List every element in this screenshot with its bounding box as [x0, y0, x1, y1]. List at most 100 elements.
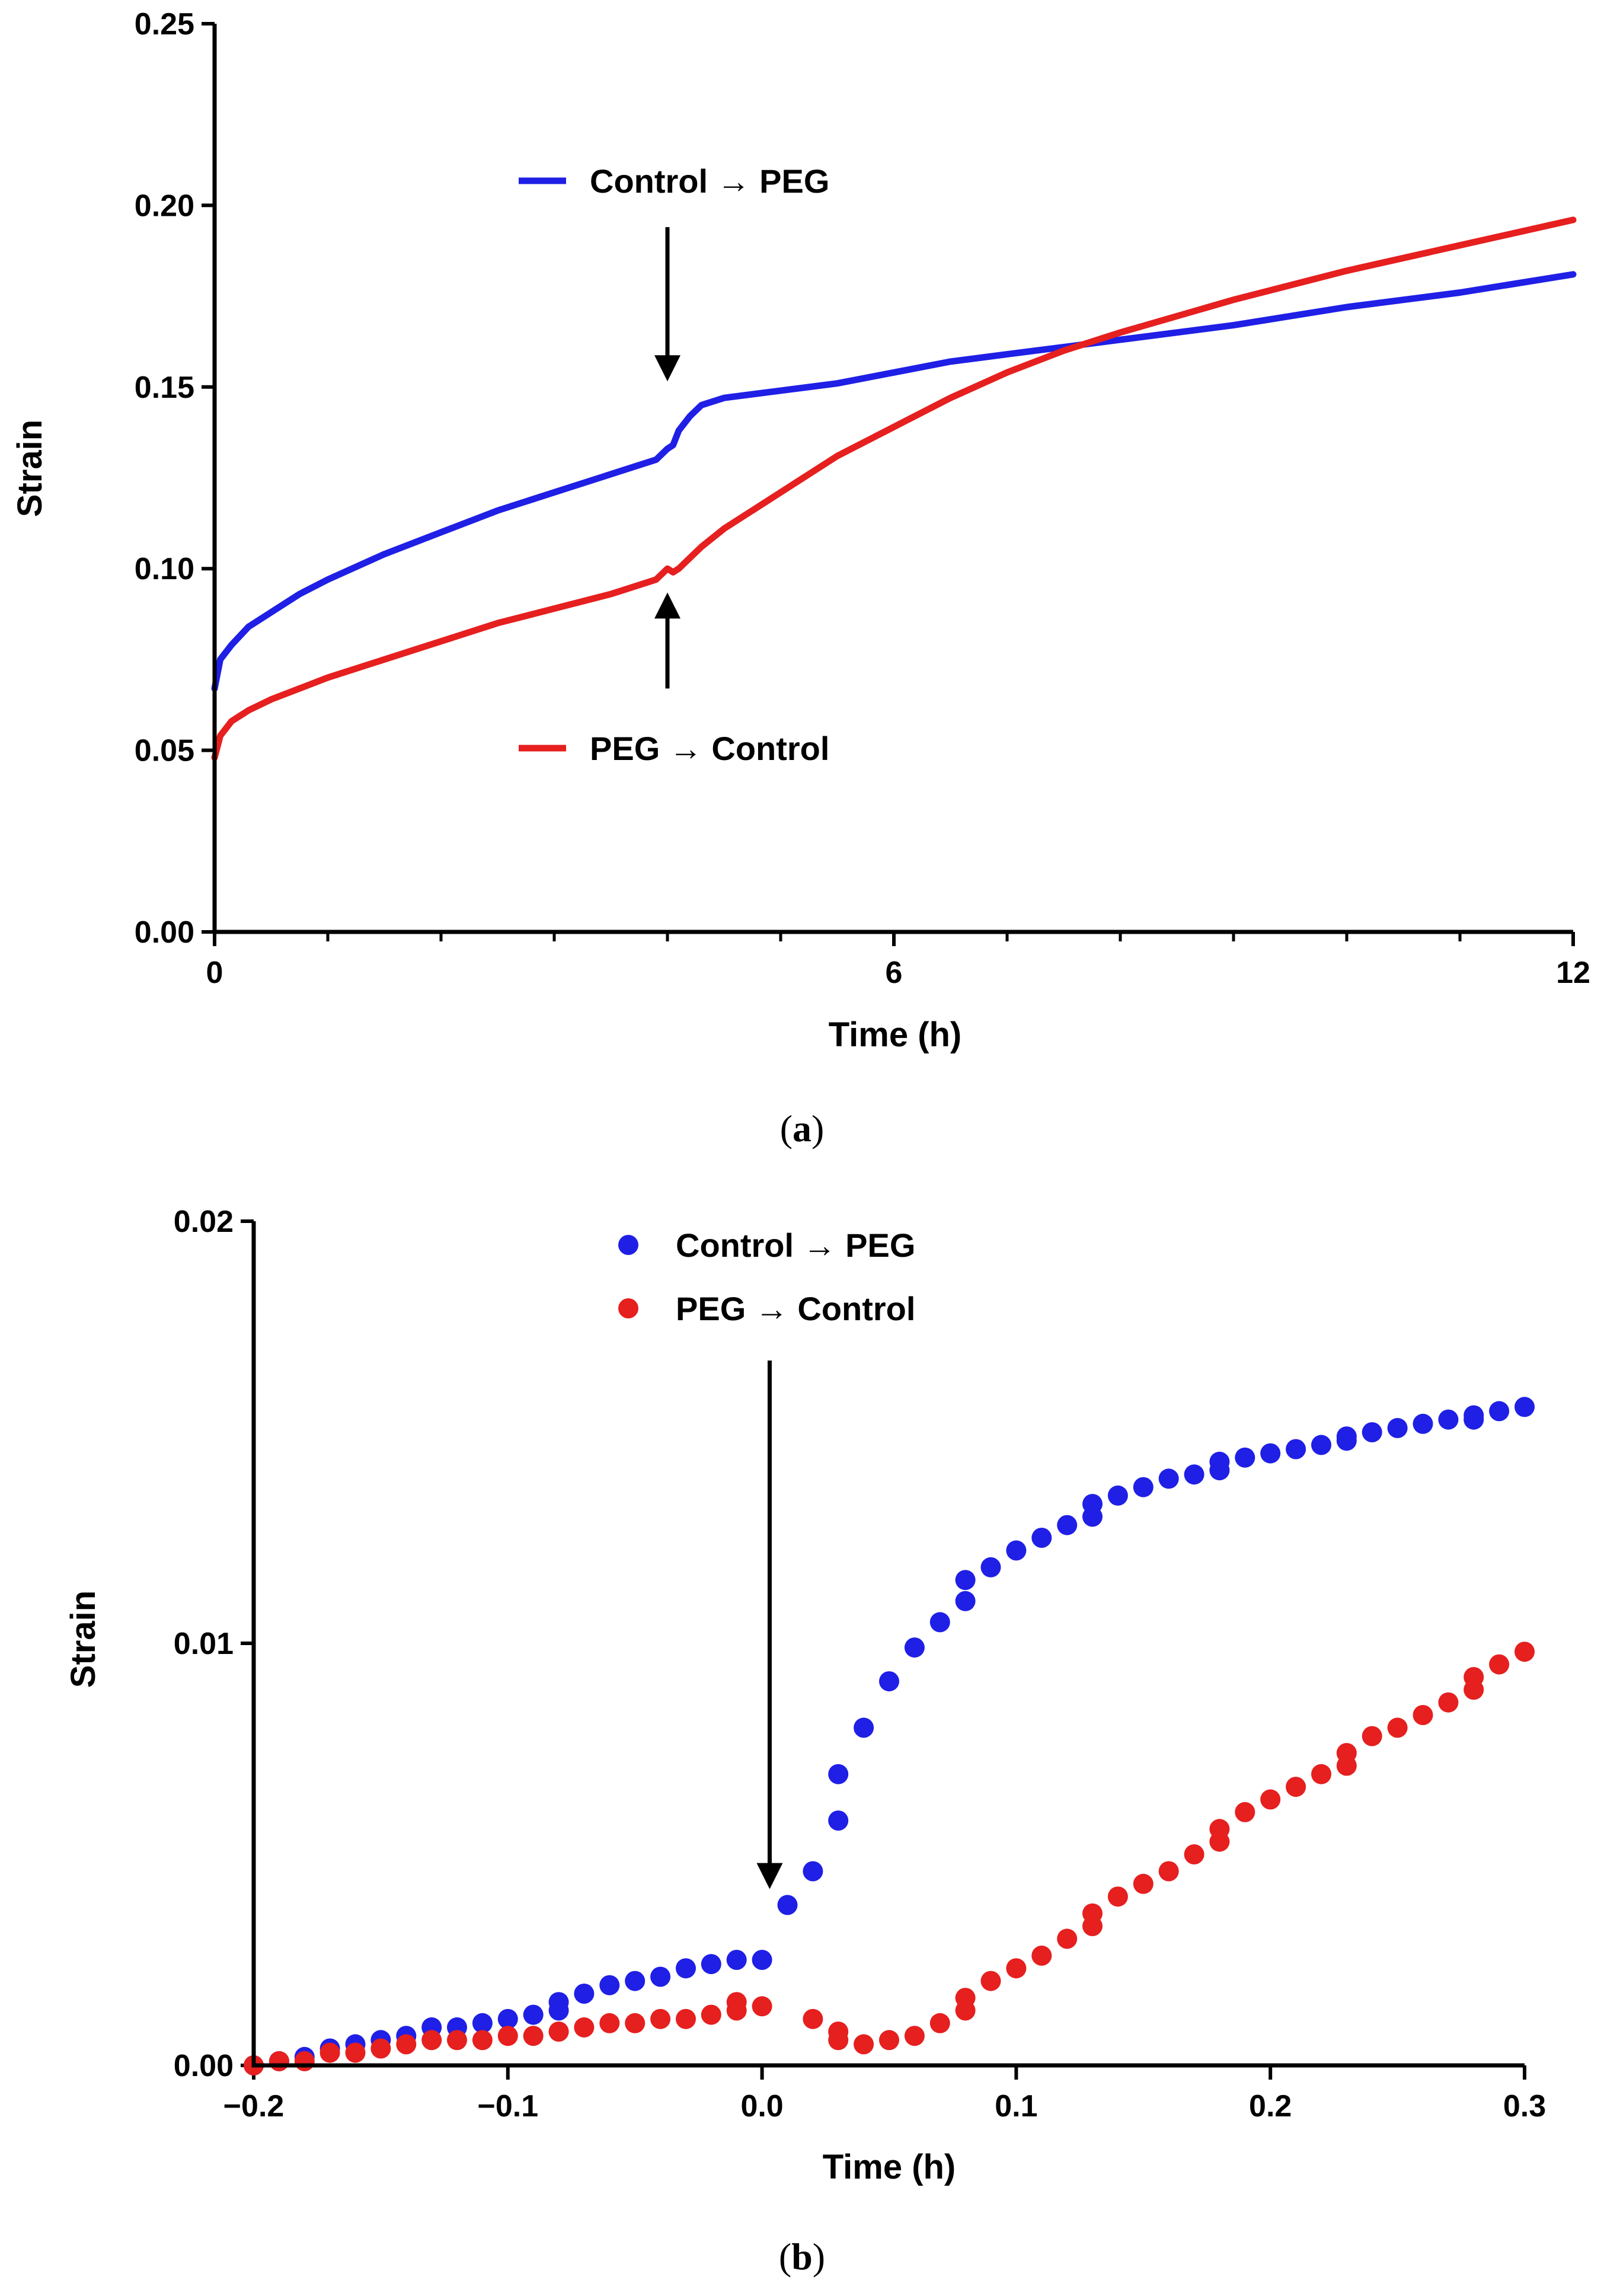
panel-b-legend-label-control-to-peg: Control → PEG	[676, 1227, 915, 1264]
panel-b-x-tick-label: 0.1	[995, 2089, 1037, 2123]
panel-b-series-peg-to-control-point	[1336, 1743, 1357, 1764]
panel-b-series-control-to-peg-point	[1031, 1528, 1052, 1548]
panel-b-series-peg-to-control-point	[1286, 1777, 1306, 1797]
panel-b-x-tick-label: −0.1	[477, 2089, 538, 2123]
panel-b-y-tick-label: 0.00	[174, 2049, 234, 2083]
panel-b-series-peg-to-control-point	[980, 1971, 1001, 1991]
panel-b-caption: (b)	[779, 2236, 825, 2278]
panel-b-series-control-to-peg-point	[1362, 1422, 1382, 1442]
panel-b-x-tick-label: 0.0	[740, 2089, 783, 2123]
panel-b-series-peg-to-control-point	[1158, 1861, 1179, 1882]
panel-b-x-axis-title: Time (h)	[823, 2148, 956, 2186]
panel-b-series-control-to-peg-point	[1057, 1515, 1078, 1535]
panel-b-series-peg-to-control-point	[625, 2013, 646, 2033]
panel-b-series-peg-to-control-point	[421, 2030, 442, 2051]
panel-b-series-peg-to-control-point	[1311, 1764, 1331, 1784]
panel-b-legend-label-peg-to-control: PEG → Control	[676, 1290, 915, 1327]
panel-b-series-control-to-peg-point	[1209, 1451, 1230, 1472]
panel-a-chart: Strain Time (h) 0.00 0.05 0.10 0.15 0.20 0.25…	[11, 7, 1590, 1054]
panel-b-caption-letter: b	[791, 2236, 813, 2278]
panel-b-chart: Strain Time (h) 0.00 0.01 0.02 −0.2 −0.1 0.0 0…	[64, 1205, 1546, 2186]
panel-b-series-control-to-peg-point	[1311, 1435, 1331, 1455]
panel-b-series-peg-to-control-point	[1082, 1903, 1103, 1924]
panel-b-series-control-to-peg-point	[650, 1966, 671, 1987]
panel-b-series-peg-to-control-point	[1184, 1844, 1204, 1864]
panel-b-series-peg-to-control-point	[1235, 1802, 1255, 1822]
panel-b-series-control-to-peg-point	[523, 2004, 544, 2025]
panel-b-series-control-to-peg-point	[1006, 1540, 1027, 1561]
panel-b-series-peg-to-control-point	[1031, 1945, 1052, 1966]
panel-b-series-peg-to-control-point	[828, 2022, 849, 2042]
panel-b-y-tick-label: 0.02	[174, 1205, 234, 1239]
panel-b-series-control-to-peg-point	[1514, 1397, 1535, 1417]
panel-a-x-tick-label: 6	[886, 956, 903, 990]
panel-b-series-peg-to-control-point	[726, 1992, 747, 2013]
panel-b-series-control-to-peg-point	[599, 1975, 620, 1995]
panel-b-series-peg-to-control-point	[929, 2013, 950, 2033]
panel-b-series-peg-to-control-point	[548, 2022, 569, 2042]
panel-b-series-control-to-peg-point	[929, 1612, 950, 1633]
panel-b-series-control-to-peg-point	[497, 2008, 518, 2029]
panel-a-legend-label-control-to-peg: Control → PEG	[590, 162, 829, 200]
panel-b-y-axis-title: Strain	[64, 1591, 103, 1688]
panel-b-series-peg-to-control-point	[650, 2008, 671, 2029]
panel-b-series-peg-to-control-point	[1514, 1642, 1535, 1662]
panel-b-series-control-to-peg-point	[955, 1591, 976, 1611]
panel-b-series-control-to-peg-point	[625, 1971, 646, 1991]
panel-a-y-tick-label: 0.20	[135, 189, 194, 223]
panel-b-series-peg-to-control-point	[472, 2030, 493, 2051]
panel-b-legend-swatch-peg-to-control	[618, 1298, 638, 1318]
panel-b-series-peg-to-control-point	[904, 2026, 925, 2046]
panel-a-caption-letter: a	[793, 1107, 811, 1149]
panel-b-series-peg-to-control-point	[879, 2030, 899, 2051]
panel-b-series-peg-to-control-point	[1006, 1958, 1027, 1979]
panel-b-series-control-to-peg-point	[1082, 1494, 1103, 1514]
panel-b-series-control-to-peg-point	[879, 1671, 899, 1692]
panel-b-legend-swatch-control-to-peg	[618, 1235, 638, 1255]
panel-b-series-peg-to-control-point	[1209, 1819, 1230, 1840]
panel-b-series-control-to-peg-point	[1286, 1439, 1306, 1460]
panel-a-caption: (a)	[780, 1107, 825, 1149]
panel-b-series-peg-to-control-point	[701, 2004, 721, 2025]
panel-b-series-peg-to-control-point	[497, 2026, 518, 2046]
panel-b-series-control-to-peg-point	[1235, 1447, 1255, 1468]
panel-b-x-tick-label: 0.3	[1503, 2089, 1546, 2123]
panel-a-axes	[212, 24, 1573, 934]
panel-b-series-control-to-peg-point	[1438, 1409, 1459, 1430]
panel-b-series-peg-to-control-point	[1133, 1873, 1154, 1894]
panel-b-series-peg-to-control-point	[1387, 1717, 1408, 1738]
panel-a-x-tick-label: 0	[206, 956, 223, 990]
panel-b-series-control-to-peg-point	[1464, 1405, 1484, 1426]
panel-b-series-peg-to-control-point	[1260, 1789, 1281, 1810]
panel-b-series-peg-to-control-point	[803, 2008, 823, 2029]
panel-b-series-control-to-peg-point	[777, 1895, 798, 1915]
panel-b-series-control-to-peg-point	[854, 1717, 874, 1738]
panel-b-series-control-to-peg-point	[955, 1570, 976, 1591]
panel-b-series-control-to-peg-point	[828, 1810, 849, 1831]
panel-b-series-peg-to-control-point	[396, 2034, 417, 2055]
panel-b-axes	[251, 1221, 1525, 2068]
panel-a-y-tick-label: 0.10	[135, 552, 194, 586]
panel-b-series-control-to-peg-point	[828, 1764, 849, 1784]
panel-a-y-tick-label: 0.25	[135, 7, 194, 41]
panel-a-y-tick-label: 0.15	[135, 371, 194, 405]
panel-b-series-control-to-peg-point	[904, 1637, 925, 1658]
panel-b-series-peg-to-control-point	[1464, 1667, 1484, 1687]
panel-b-series-control-to-peg-point	[1133, 1477, 1154, 1497]
panel-a-y-tick-label: 0.00	[135, 915, 194, 950]
panel-b-series-peg-to-control-point	[1489, 1654, 1510, 1675]
panel-b-series-control-to-peg-point	[1158, 1468, 1179, 1489]
panel-b-series-control-to-peg-point	[980, 1557, 1001, 1577]
panel-b-series-peg-to-control-point	[854, 2034, 874, 2055]
panel-b-series-peg-to-control-point	[752, 1996, 772, 2017]
panel-b-series-peg-to-control-point	[345, 2042, 366, 2063]
panel-a-series-peg-to-control-line	[211, 216, 1577, 761]
panel-a-series-control-to-peg-line	[211, 271, 1577, 692]
panel-b-series-control-to-peg-point	[548, 1992, 569, 2013]
panel-b-series-control-to-peg-point	[803, 1861, 823, 1882]
panel-b-series-peg-to-control-point	[447, 2030, 467, 2051]
panel-b-y-tick-label: 0.01	[174, 1627, 234, 1661]
panel-b-series-peg-to-control-point	[319, 2042, 340, 2063]
panel-b-series-control-to-peg-point	[1336, 1426, 1357, 1447]
panel-b-series-peg-to-control-point	[676, 2008, 696, 2029]
